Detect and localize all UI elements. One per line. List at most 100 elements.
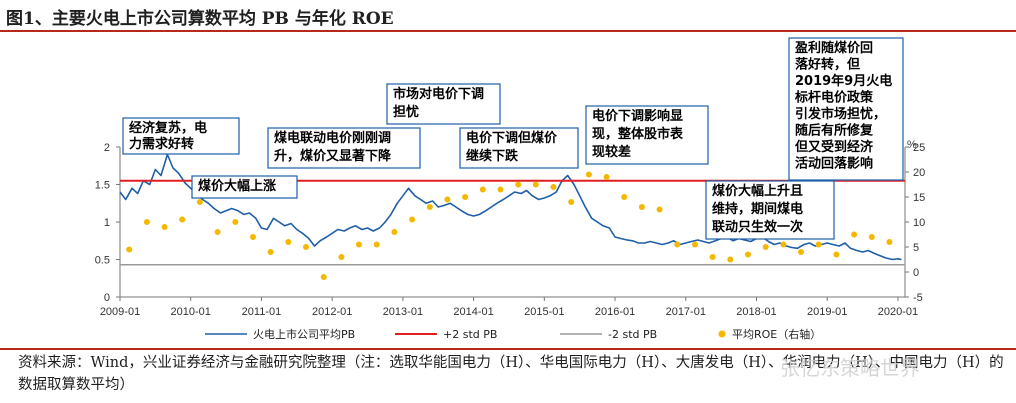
y-right-tick-label: 10 xyxy=(913,217,925,229)
pb-roe-chart: 0 0.5 1 1.5 2 -5 0 5 10 15 20 25% 2009-01 2010-01 2011… xyxy=(95,37,925,341)
roe-point xyxy=(179,216,186,223)
y-right-tick-label: 25 xyxy=(913,142,925,154)
annotation-text: 电价下调但煤价 xyxy=(466,130,558,146)
roe-point xyxy=(497,186,504,193)
chart-title: 图1、主要火电上市公司算数平均 PB 与年化 ROE xyxy=(6,9,394,29)
annotation-text: 现，整体股市表 xyxy=(592,126,684,142)
annotation-text: 盈利随煤价回 xyxy=(794,40,873,56)
annotation-text: 落好转，但 xyxy=(795,57,860,73)
roe-point xyxy=(196,199,203,205)
annotation-text: 煤电联动电价刚刚调 xyxy=(274,130,391,146)
source-note: 资料来源：Wind，兴业证券经济与金融研究院整理（注：选取华能国电力（H）、华电… xyxy=(18,355,1004,393)
title-rule xyxy=(0,30,1016,32)
y-left-tick-label: 0.5 xyxy=(95,255,110,267)
roe-point xyxy=(143,219,150,225)
roe-point xyxy=(886,239,893,245)
annotation-text: 但又受到经济 xyxy=(794,139,874,155)
x-tick-label: 2009-01 xyxy=(100,306,140,318)
annotation-text: 联动只生效一次 xyxy=(712,219,803,235)
annotation-box xyxy=(267,127,421,169)
footer-rule xyxy=(0,348,1016,350)
roe-point xyxy=(356,241,362,248)
x-tick-label: 2011-01 xyxy=(242,306,282,318)
y-right-unit: % xyxy=(907,139,917,151)
annotation-text: 煤价大幅上涨 xyxy=(198,178,276,194)
legend-label: 火电上市公司平均PB xyxy=(253,327,355,341)
roe-point xyxy=(232,219,239,225)
annotation-text: 力需求好转 xyxy=(129,136,194,152)
legend-label: +2 std PB xyxy=(443,328,497,341)
annotation-text: 担忧 xyxy=(393,104,419,120)
roe-point xyxy=(462,194,469,200)
roe-point xyxy=(621,194,628,200)
pb-series-line xyxy=(119,153,902,261)
roe-point xyxy=(780,241,787,248)
annotation-text: 继续下跌 xyxy=(466,148,519,164)
annotation-box xyxy=(191,175,298,199)
roe-point xyxy=(603,174,610,180)
legend-label: -2 std PB xyxy=(608,328,657,341)
x-tick-label: 2018-01 xyxy=(736,306,776,318)
y-right-tick-label: -5 xyxy=(913,292,923,304)
roe-point xyxy=(709,254,716,260)
roe-point xyxy=(303,244,309,250)
roe-point xyxy=(320,274,327,280)
roe-point xyxy=(868,234,875,240)
annotation-text: 升，煤价又显著下降 xyxy=(274,148,392,164)
y-left-tick-label: 0 xyxy=(104,292,110,304)
y-right-tick-label: 5 xyxy=(913,242,919,254)
annotation-text: 活动回落影响 xyxy=(795,156,873,172)
annotation-text: 引发市场担忧， xyxy=(795,106,886,122)
x-tick-label: 2016-01 xyxy=(595,306,635,318)
annotation-text: 现较差 xyxy=(592,144,631,160)
roe-point xyxy=(250,234,256,240)
roe-point xyxy=(727,256,734,263)
legend-swatch xyxy=(718,330,726,338)
roe-point xyxy=(391,229,398,235)
roe-point xyxy=(638,204,645,210)
y-left-tick-label: 1.5 xyxy=(95,180,110,192)
roe-point xyxy=(532,181,539,188)
x-tick-label: 2010-01 xyxy=(171,306,211,318)
roe-point xyxy=(409,216,416,223)
watermark: 张忆东策略世界 xyxy=(780,356,920,380)
annotation-text: 维持，期间煤电 xyxy=(712,201,803,217)
annotation-text: 经济复苏，电 xyxy=(129,120,207,136)
roe-point xyxy=(515,181,522,188)
annotation-text: 随后有所修复 xyxy=(795,123,874,139)
y-left-tick-label: 1 xyxy=(104,217,110,229)
annotation-text: 2019年9月火电 xyxy=(795,73,892,89)
x-tick-label: 2020-01 xyxy=(878,306,918,318)
roe-point xyxy=(585,171,592,178)
x-tick-label: 2019-01 xyxy=(807,306,847,318)
y-right-tick-label: 15 xyxy=(913,192,925,204)
x-tick-label: 2013-01 xyxy=(383,306,423,318)
roe-point xyxy=(550,184,557,190)
roe-point xyxy=(479,186,486,193)
roe-point xyxy=(338,254,345,260)
annotation-box xyxy=(705,180,835,240)
x-tick-label: 2015-01 xyxy=(524,306,564,318)
roe-point xyxy=(214,229,221,235)
y-left-tick-label: 2 xyxy=(104,142,110,154)
annotation-box xyxy=(585,105,709,165)
roe-point xyxy=(745,251,751,258)
x-tick-label: 2017-01 xyxy=(666,306,706,318)
roe-point xyxy=(126,246,133,253)
annotation-text: 市场对电价下调 xyxy=(393,86,484,102)
y-right-tick-label: 0 xyxy=(913,267,919,279)
y-right-tick-label: 20 xyxy=(913,167,925,179)
roe-point xyxy=(798,249,804,255)
roe-point xyxy=(692,241,698,248)
annotation-text: 电价下调影响显 xyxy=(592,108,683,124)
x-tick-label: 2014-01 xyxy=(453,306,493,318)
x-tick-label: 2012-01 xyxy=(312,306,352,318)
roe-point xyxy=(851,231,858,238)
roe-point xyxy=(815,241,822,248)
roe-point xyxy=(762,244,769,250)
annotation-text: 煤价大幅上升且 xyxy=(712,183,803,199)
annotation-box xyxy=(122,117,240,155)
roe-point xyxy=(267,249,274,255)
annotation-box xyxy=(788,37,904,181)
roe-point xyxy=(373,241,380,248)
